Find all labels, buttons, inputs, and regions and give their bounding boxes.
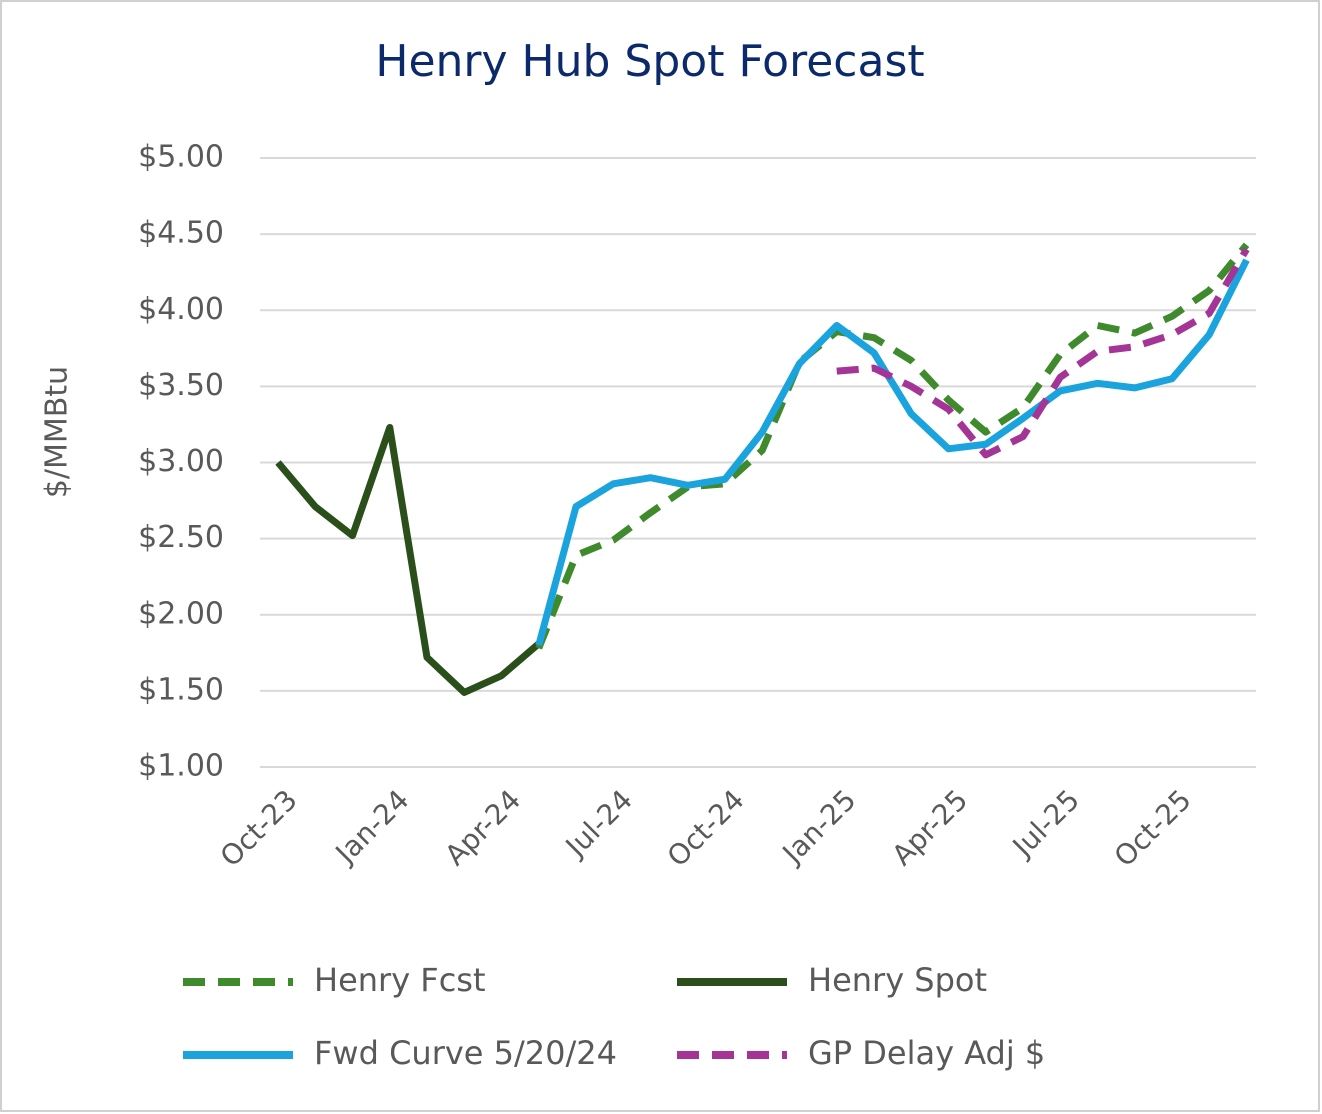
- legend-label: Henry Fcst: [314, 961, 486, 999]
- y-tick-label: $2.00: [138, 596, 224, 631]
- series-line: [535, 258, 1250, 647]
- series-line: [535, 242, 1250, 650]
- chart-title: Henry Hub Spot Forecast: [375, 36, 924, 87]
- legend-label: Fwd Curve 5/20/24: [314, 1034, 617, 1072]
- y-tick-label: $2.50: [138, 520, 224, 555]
- series-line: [836, 247, 1250, 459]
- y-tick-label: $4.50: [138, 216, 224, 251]
- y-tick-label: $1.50: [138, 672, 224, 707]
- y-tick-label: $3.50: [138, 368, 224, 403]
- y-tick-label: $3.00: [138, 444, 224, 479]
- legend-label: Henry Spot: [808, 961, 987, 999]
- y-tick-label: $5.00: [138, 140, 224, 175]
- series-line: [275, 423, 542, 696]
- y-tick-label: $1.00: [138, 749, 224, 784]
- y-axis-label: $/MMBtu: [40, 366, 75, 498]
- y-tick-label: $4.00: [138, 292, 224, 327]
- legend-label: GP Delay Adj $: [808, 1034, 1045, 1072]
